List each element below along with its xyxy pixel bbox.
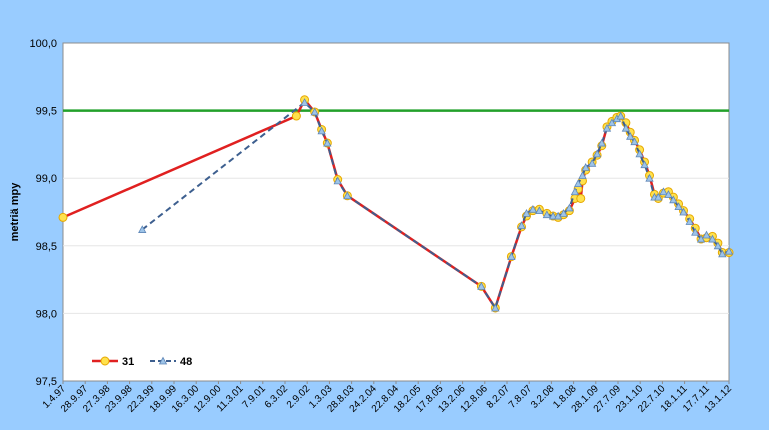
legend: 31 48 [92,356,192,368]
data-point-48 [491,303,500,312]
data-point-48 [477,282,486,290]
data-point-48 [674,202,683,210]
data-point-48 [317,126,326,135]
y-axis-title: metriä mpy [9,182,21,242]
y-axis: 97,5 98,0 98,5 99,0 99,5 100,0 [29,38,57,388]
data-point-48 [640,160,649,169]
data-point-48 [548,211,558,220]
x-axis: 1.4.9728.9.9727.3.9823.9.9822.3.9918.9.9… [41,381,734,415]
data-point-48 [645,173,654,182]
data-point-31 [291,111,301,121]
legend-entry-31: 31 [92,356,134,368]
data-point-48 [691,227,700,236]
data-point-48 [559,209,568,217]
y-tick-label: 99,0 [36,173,57,185]
y-tick-label: 99,5 [36,106,57,118]
data-point-48 [724,246,734,255]
legend-marker [158,356,168,365]
data-point-48 [713,241,723,250]
data-point-48 [669,195,678,204]
data-point-48 [138,225,147,233]
data-point-48 [528,204,538,213]
y-tick-label: 100,0 [29,38,57,50]
data-point-48 [578,171,587,179]
x-tick-label: 8.2.07 [485,383,513,411]
x-tick-label: 3.2.08 [529,383,557,411]
data-point-48 [565,203,574,212]
data-point-48 [659,187,668,196]
data-point-48 [333,176,342,185]
data-point-48 [507,252,516,261]
series-48 [138,98,734,312]
data-point-48 [343,191,352,200]
data-point-48 [635,149,644,158]
data-point-48 [621,123,631,132]
data-point-48 [607,118,617,127]
y-tick-label: 98,5 [36,241,57,253]
plot-area [62,42,730,382]
data-point-31 [576,193,586,203]
data-point-48 [616,111,625,120]
y-tick-label: 98,0 [36,308,57,320]
legend-label: 31 [122,356,134,368]
x-tick-label: 7.9.01 [240,383,268,411]
y-tick-label: 97,5 [36,376,57,388]
data-point-48 [696,234,706,243]
data-point-48 [702,230,711,239]
series-layer [58,95,734,313]
data-point-48 [685,217,694,225]
x-tick-label: 2.9.02 [285,383,313,411]
series-line-48 [141,101,730,311]
data-point-48 [570,187,580,196]
data-point-48 [708,234,717,243]
data-point-48 [602,123,612,132]
data-point-48 [626,131,635,140]
data-point-48 [522,209,531,217]
data-point-48 [654,192,663,201]
data-point-48 [535,206,544,215]
legend-marker [100,356,110,366]
data-point-48 [574,179,583,188]
data-point-48 [517,221,526,229]
data-point-48 [300,98,309,106]
data-point-31 [58,212,68,222]
data-point-48 [581,163,590,171]
data-point-48 [679,207,688,216]
data-point-48 [587,158,597,167]
data-point-48 [718,249,727,258]
legend-label: 48 [180,356,192,368]
data-point-48 [630,137,639,146]
x-tick-label: 7.8.07 [507,383,535,411]
data-point-48 [597,138,606,147]
legend-entry-48: 48 [150,356,192,368]
data-point-48 [542,210,552,219]
data-point-48 [553,211,563,220]
data-point-48 [592,149,602,158]
data-point-48 [323,138,332,147]
data-point-48 [310,107,319,116]
data-point-48 [664,190,673,198]
x-tick-label: 6.3.02 [263,383,291,411]
